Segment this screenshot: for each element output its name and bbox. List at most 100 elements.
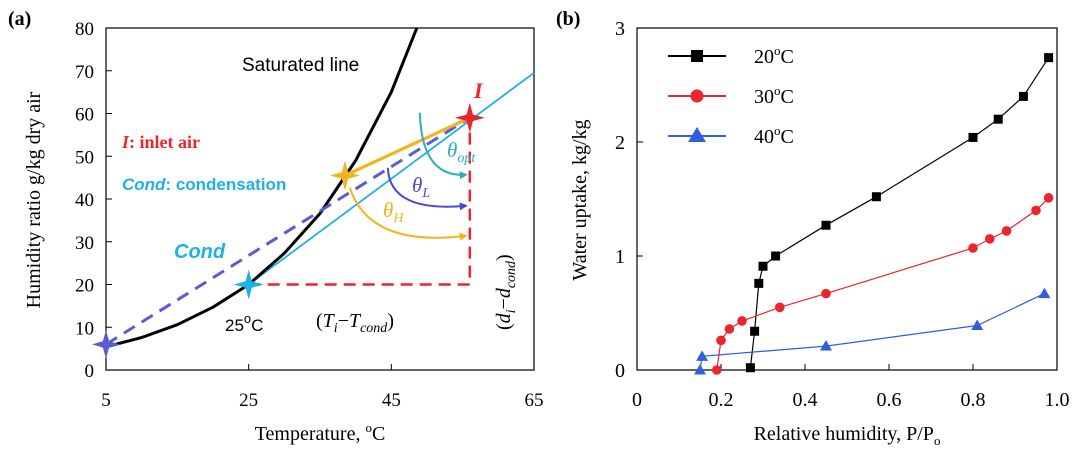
data-point [821, 288, 831, 299]
origin-point-star [92, 330, 120, 359]
cond-point-star [233, 269, 264, 300]
data-point [968, 243, 978, 253]
inlet-legend: I: inlet air [121, 132, 200, 152]
series-1 [745, 53, 1054, 373]
panel-a-label: (a) [8, 8, 31, 30]
data-point [696, 350, 709, 361]
x-tick-label: 0.2 [709, 389, 734, 411]
panel-b-x-axis-label: Relative humidity, P/Po [754, 423, 941, 448]
theta-l-label: θL [412, 173, 430, 201]
y-tick-label: 3 [615, 18, 625, 40]
data-point [993, 114, 1003, 124]
data-point [1044, 53, 1054, 63]
x-tick-label: 65 [525, 390, 544, 411]
panel-a: (a) 0 10 20 30 40 50 60 70 80 5 25 45 65 Humidity ra… [8, 8, 544, 445]
theta-l-arc [386, 167, 468, 211]
x-tick-label: 0.8 [961, 389, 986, 411]
data-point [737, 316, 747, 326]
delta-d-label: (di−dcond) [493, 254, 519, 330]
data-point [985, 234, 995, 244]
data-point [1018, 91, 1028, 101]
legend-item-2: 30oC [668, 83, 794, 108]
data-point [871, 192, 881, 202]
inlet-marker-label: I [473, 78, 484, 103]
y-tick-label: 50 [75, 147, 94, 168]
panel-a-axes: 0 10 20 30 40 50 60 70 80 5 25 45 65 [75, 19, 544, 411]
y-tick-label: 10 [75, 318, 94, 339]
optimum-line [344, 116, 471, 177]
inlet-point-star [454, 102, 485, 133]
data-point [724, 324, 735, 334]
data-point [716, 335, 726, 346]
condensation-line [248, 72, 535, 286]
x-tick-label: 0.6 [877, 389, 902, 411]
data-point [754, 278, 764, 288]
data-point [775, 302, 785, 313]
legend-item-1: 20oC [668, 43, 794, 68]
x-tick-label: 1.0 [1045, 389, 1070, 411]
panel-b-legend: 20oC 30oC 40oC [668, 43, 794, 148]
y-tick-label: 80 [75, 19, 94, 40]
series-3 [694, 287, 1051, 375]
panel-a-y-axis-label: Humidity ratio g/kg dry air [23, 91, 45, 308]
legend-marker [691, 50, 703, 62]
legend-label: 40oC [754, 123, 794, 148]
x-tick-label: 45 [382, 390, 401, 411]
saturated-line [105, 27, 419, 349]
x-tick-label: 25 [239, 390, 258, 411]
cond-temperature-label: 25oC [225, 311, 263, 335]
panel-b-plot-frame [636, 27, 1058, 371]
x-tick-label: 5 [101, 390, 111, 411]
legend-item-3: 40oC [668, 123, 794, 148]
panel-a-plot-area [92, 27, 535, 359]
series-2 [712, 193, 1054, 375]
theta-h-label: θH [383, 198, 404, 226]
y-tick-label: 30 [75, 233, 94, 254]
legend-marker [690, 89, 704, 103]
theta-opt-arc [418, 112, 468, 180]
x-tick-label: 0 [632, 389, 642, 411]
y-tick-label: 1 [615, 246, 625, 268]
panel-a-x-axis-label: Temperature, oC [255, 420, 386, 445]
panel-b-y-axis-label: Water uptake, kg/kg [569, 119, 591, 280]
data-point [771, 251, 781, 261]
data-point [1001, 226, 1012, 236]
saturated-line-label: Saturated line [242, 55, 359, 76]
legend-marker [688, 127, 706, 142]
data-point [750, 326, 760, 336]
data-point [820, 340, 832, 351]
data-point [971, 319, 984, 331]
y-tick-label: 60 [75, 105, 94, 126]
panel-b-plot-area [694, 53, 1054, 375]
legend-label: 30oC [754, 83, 794, 108]
theta-h-arc [348, 187, 468, 241]
legend-label: 20oC [754, 43, 794, 68]
panel-b: (b) 0 1 2 3 0 0.2 0.4 0.6 0.8 1.0 Water uptake, k… [556, 8, 1070, 448]
data-point [1031, 205, 1041, 216]
data-point [1038, 287, 1051, 299]
data-point [758, 261, 768, 271]
x-tick-label: 0.4 [793, 389, 818, 411]
data-point [712, 365, 722, 375]
origin-to-inlet-dashed-line [105, 116, 471, 346]
y-tick-label: 40 [75, 190, 94, 211]
optimum-point-star [330, 160, 360, 191]
series-line [716, 197, 1050, 371]
delta-t-label: (Ti−Tcond) [316, 310, 394, 336]
cond-point-label: Cond [174, 241, 226, 263]
data-point [745, 363, 755, 373]
y-tick-label: 70 [75, 62, 94, 83]
data-point [694, 364, 706, 375]
data-point [968, 132, 978, 142]
data-point [1043, 193, 1054, 203]
y-tick-label: 20 [75, 276, 94, 297]
delta-construction-lines [248, 117, 472, 286]
y-tick-label: 2 [615, 132, 625, 154]
data-point [821, 220, 831, 230]
y-tick-label: 0 [615, 360, 625, 382]
panel-b-axes: 0 1 2 3 0 0.2 0.4 0.6 0.8 1.0 [615, 18, 1070, 411]
theta-opt-label: θopt [447, 138, 476, 166]
y-tick-label: 0 [85, 361, 95, 382]
panel-b-label: (b) [556, 8, 580, 30]
